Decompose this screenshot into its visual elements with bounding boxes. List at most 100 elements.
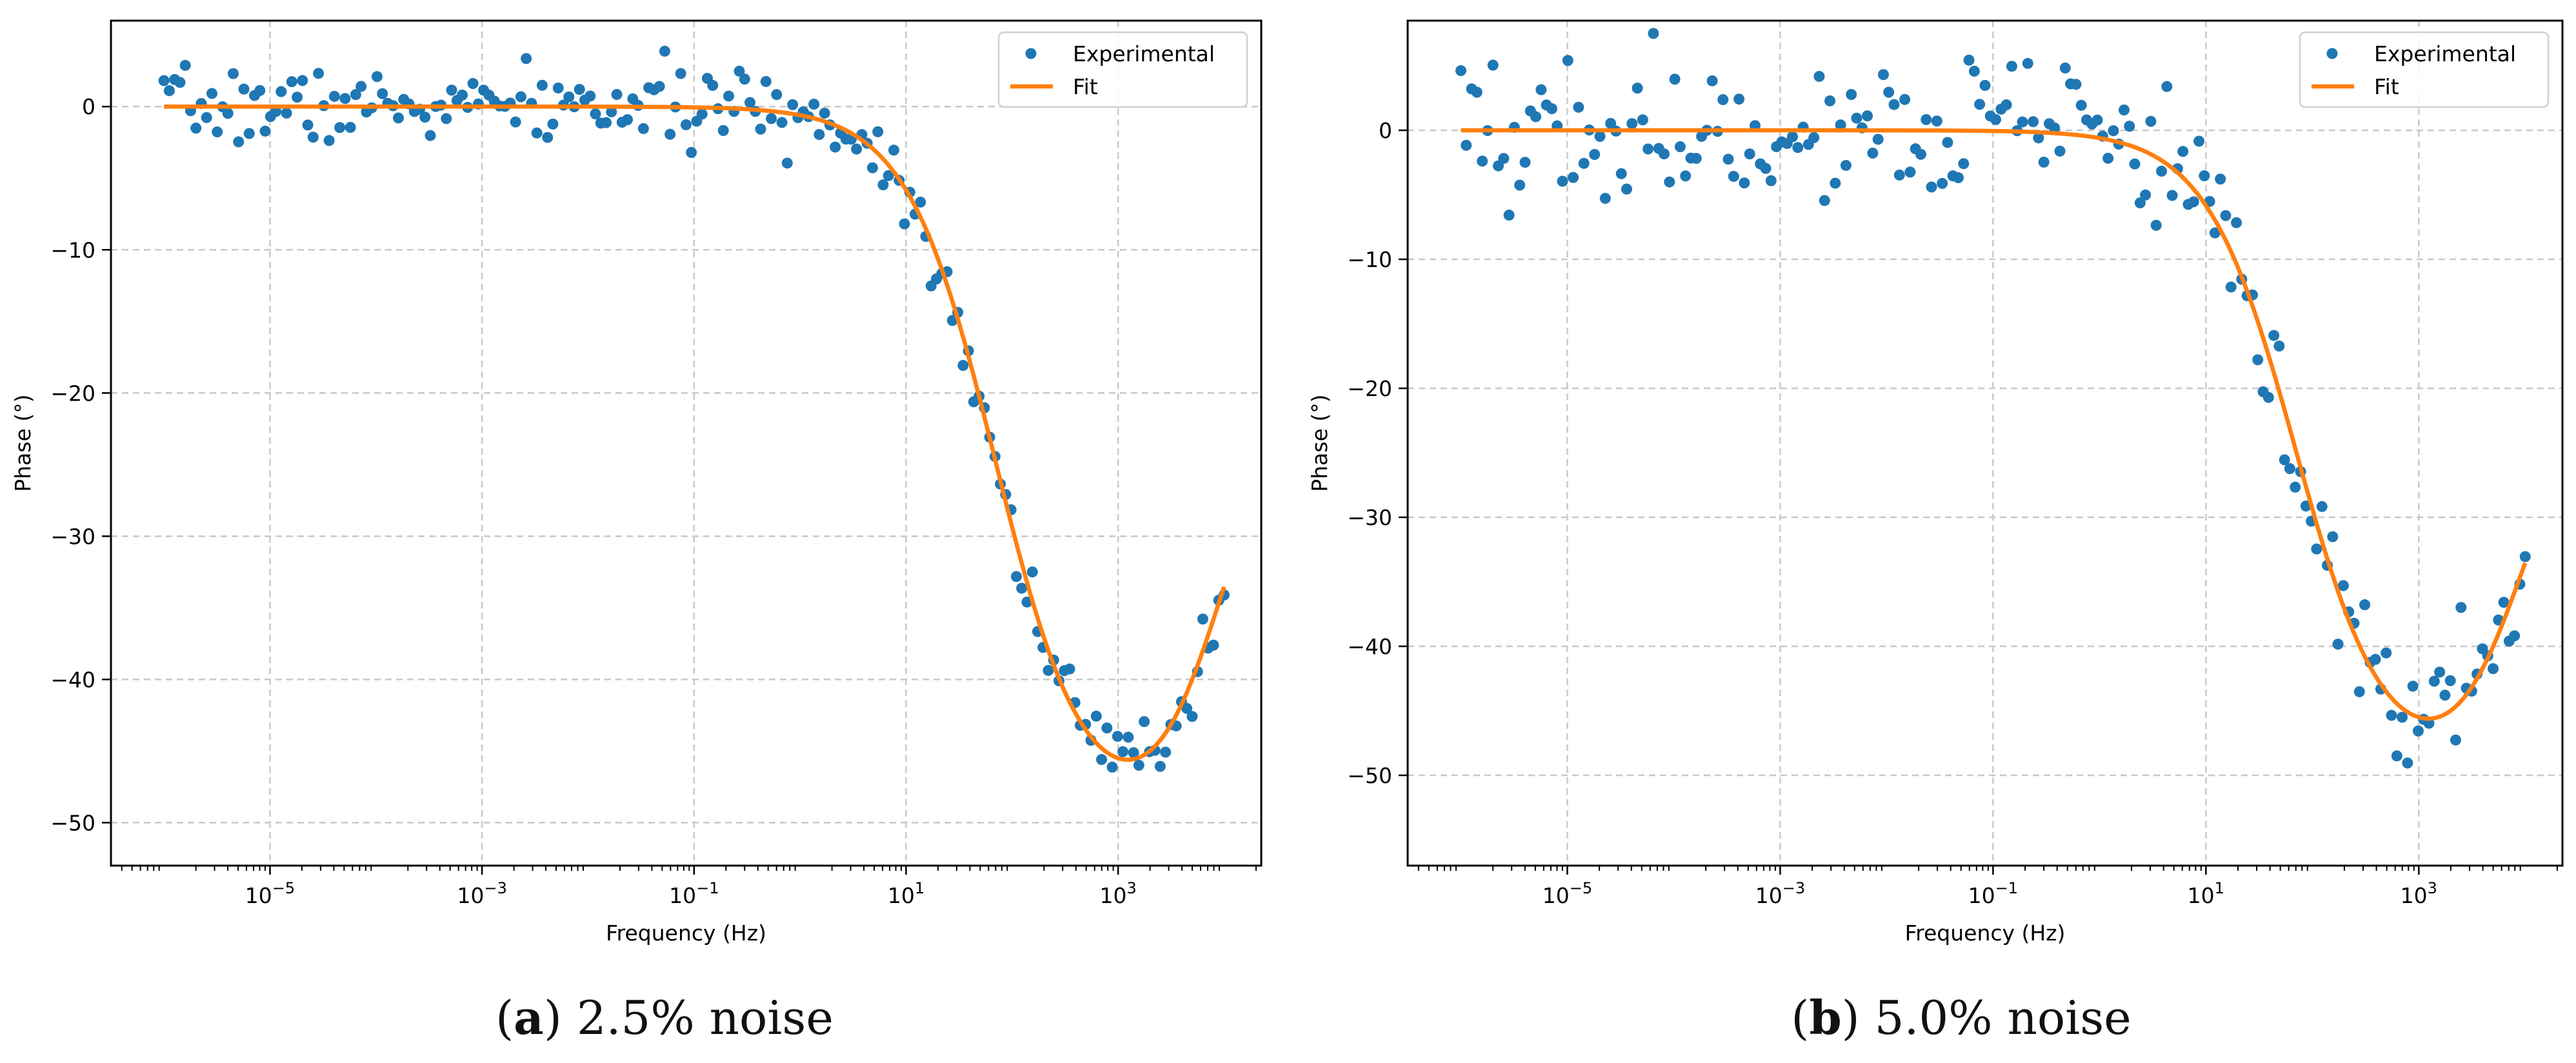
y-axis-label: Phase (°): [10, 394, 35, 492]
data-point: [281, 107, 292, 119]
data-point: [2059, 62, 2071, 74]
data-point: [2134, 197, 2146, 209]
data-point: [201, 112, 212, 123]
data-point: [1974, 99, 1986, 110]
data-point: [297, 75, 308, 86]
data-point: [2231, 217, 2242, 228]
data-point: [2108, 125, 2119, 137]
data-point: [2402, 757, 2413, 769]
data-point: [1808, 132, 1820, 143]
data-point: [637, 123, 649, 134]
data-point: [1937, 177, 1948, 189]
data-point: [163, 85, 175, 97]
data-point: [2252, 354, 2264, 366]
data-point: [158, 75, 170, 86]
data-point: [2118, 104, 2130, 116]
data-point: [1659, 148, 1670, 160]
x-tick-label: 10−5: [1543, 879, 1592, 908]
data-point: [2225, 281, 2237, 293]
data-point: [686, 146, 697, 158]
data-point: [2273, 340, 2285, 352]
data-point: [601, 117, 612, 128]
data-point: [1835, 119, 1846, 131]
data-point: [2370, 653, 2381, 665]
x-tick-label: 10−5: [245, 879, 295, 908]
legend-label-fit: Fit: [2374, 74, 2399, 99]
data-point: [457, 89, 468, 101]
data-point: [2054, 145, 2066, 157]
data-point: [1979, 79, 1991, 91]
fit-line: [1460, 128, 2528, 721]
data-point: [2397, 711, 2408, 723]
plot-frame: [110, 19, 1263, 867]
data-point: [1819, 195, 1830, 206]
y-tick-label: −40: [50, 667, 95, 692]
data-point: [2268, 330, 2280, 341]
data-point: [2017, 116, 2028, 128]
data-point: [664, 128, 676, 140]
data-point: [243, 128, 255, 139]
data-point: [1706, 75, 1718, 86]
data-point: [1888, 99, 1900, 110]
data-point: [2353, 686, 2365, 697]
data-point: [1186, 711, 1198, 722]
y-axis-label: Phase (°): [1307, 394, 1332, 492]
data-point: [2428, 675, 2440, 687]
x-tick-label: 10−1: [669, 879, 719, 908]
data-point: [2498, 597, 2510, 608]
data-point: [1642, 143, 1654, 155]
data-point: [866, 162, 878, 174]
data-point: [424, 130, 436, 141]
y-tick-label: −20: [50, 381, 95, 406]
data-point: [1786, 131, 1798, 143]
x-axis-label: Frequency (Hz): [606, 920, 766, 946]
legend-marker-experimental: [1025, 48, 1037, 59]
data-point: [238, 83, 250, 95]
data-point: [2450, 734, 2461, 746]
data-point: [1117, 746, 1129, 757]
data-point: [1139, 716, 1150, 728]
data-point: [1455, 65, 1466, 77]
data-point: [2311, 543, 2322, 555]
caption-b: (b) 5.0% noise: [1791, 990, 2132, 1045]
y-tick-label: −10: [1347, 247, 1392, 272]
legend-label-experimental: Experimental: [1073, 41, 1215, 66]
data-point: [1765, 175, 1777, 186]
data-point: [393, 112, 404, 124]
data-point: [2439, 690, 2451, 701]
data-point: [371, 71, 383, 83]
data-point: [1904, 166, 1916, 178]
chart-panel-b: 10−5 10−3 10−1 101 103 0 −10 −20 −30 −40 −50 Freque…: [1307, 19, 2564, 946]
data-point: [328, 90, 340, 102]
x-tick-label: 101: [2188, 879, 2224, 908]
data-point: [1621, 183, 1632, 195]
data-point: [1112, 731, 1123, 742]
y-tick-label: −40: [1347, 634, 1392, 659]
data-point: [2332, 639, 2344, 650]
data-point: [2075, 99, 2087, 111]
data-point: [1893, 169, 1905, 181]
data-point: [2359, 599, 2371, 611]
x-tick-label: 10−1: [1968, 879, 2018, 908]
data-point: [872, 126, 884, 137]
data-point: [206, 88, 217, 99]
data-point: [1680, 170, 1692, 182]
data-point: [2102, 152, 2114, 164]
x-tick-label: 103: [1100, 879, 1137, 908]
data-point: [1669, 74, 1681, 85]
data-point: [228, 68, 239, 79]
data-point: [2070, 79, 2082, 90]
data-point: [2028, 116, 2039, 128]
data-point: [2129, 158, 2141, 170]
data-point: [2022, 57, 2033, 69]
data-point: [1744, 148, 1755, 160]
data-point: [355, 81, 367, 92]
data-point: [590, 108, 601, 120]
data-point: [1160, 746, 1172, 758]
data-point: [1648, 28, 1659, 39]
data-point: [2145, 115, 2157, 127]
data-point: [1477, 155, 1488, 167]
data-point: [814, 128, 825, 140]
data-point: [851, 143, 863, 155]
